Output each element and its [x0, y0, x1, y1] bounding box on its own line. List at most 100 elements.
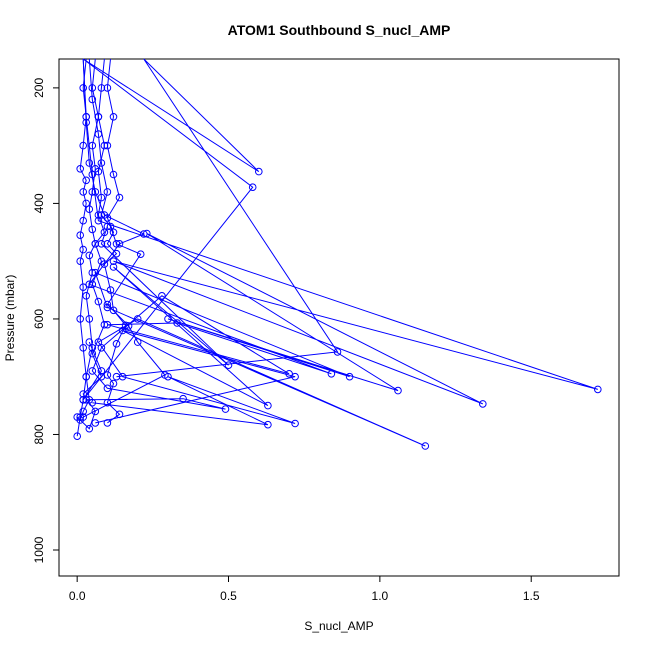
data-point-6-9	[91, 268, 100, 277]
data-point-3-11	[103, 240, 112, 248]
data-point-1-1	[79, 407, 87, 416]
data-point-1-5	[85, 315, 94, 323]
data-point-3-16	[103, 141, 112, 150]
data-point-0-5	[76, 315, 84, 323]
data-point-0-13	[82, 176, 90, 185]
data-point-5-8	[103, 320, 112, 329]
data-point-0-8	[79, 245, 87, 254]
data-point-2-7	[94, 297, 103, 306]
plot-frame	[58, 58, 620, 577]
data-point-2-0	[73, 413, 81, 421]
data-point-3-3	[109, 379, 118, 388]
data-point-6-16	[594, 385, 602, 394]
data-point-5-16	[85, 159, 94, 167]
x-axis: 0.0 0.5 1.0 1.5	[69, 575, 540, 603]
data-point-6-5	[94, 338, 103, 346]
data-point-8-7	[103, 222, 112, 231]
y-tick-label: 200	[32, 78, 46, 98]
data-point-3-10	[112, 249, 121, 258]
series-line-6	[82, 58, 598, 447]
data-point-3-9	[100, 260, 109, 268]
y-tick-label: 800	[32, 424, 46, 444]
data-point-6-0	[88, 398, 97, 407]
data-point-0-0	[73, 432, 81, 441]
data-point-7-8	[85, 338, 94, 346]
data-point-0-9	[76, 231, 84, 239]
data-point-3-4	[103, 371, 112, 379]
series-line-3	[103, 58, 127, 424]
data-point-5-2	[221, 405, 230, 413]
data-point-1-8	[85, 251, 94, 260]
y-tick-label: 400	[32, 193, 46, 213]
data-point-8-2	[118, 326, 127, 335]
data-point-4-12	[88, 95, 97, 104]
data-point-5-12	[115, 240, 124, 248]
x-tick-label: 0.5	[220, 589, 237, 603]
data-point-4-0	[79, 413, 87, 421]
y-tick-label: 1000	[32, 536, 46, 563]
data-point-2-1	[85, 424, 94, 433]
data-point-0-15	[79, 141, 87, 150]
data-point-0-11	[82, 199, 90, 208]
data-point-8-3	[264, 401, 272, 410]
data-point-1-11	[85, 205, 94, 213]
data-point-0-6	[79, 283, 87, 292]
data-point-5-5	[97, 344, 106, 352]
data-point-2-13	[97, 193, 106, 202]
data-point-3-14	[115, 193, 124, 202]
chart-title: ATOM1 Southbound S_nucl_AMP	[228, 22, 451, 38]
data-point-3-8	[106, 286, 115, 294]
data-point-4-5	[136, 250, 145, 258]
data-point-4-9	[103, 188, 112, 196]
data-point-6-12	[394, 386, 402, 395]
data-point-6-19	[82, 113, 90, 121]
data-point-8-4	[109, 263, 118, 271]
data-point-4-10	[97, 159, 106, 167]
data-point-6-15	[109, 257, 118, 266]
series-line-7	[82, 58, 339, 401]
data-point-8-5	[224, 361, 233, 370]
data-point-6-17	[94, 216, 103, 225]
data-point-0-12	[79, 188, 87, 196]
data-point-6-8	[103, 303, 112, 312]
data-point-1-4	[88, 344, 97, 352]
data-point-6-6	[133, 315, 142, 323]
data-point-5-6	[158, 292, 166, 300]
series-layer	[73, 58, 602, 450]
data-point-3-18	[103, 84, 112, 92]
data-point-7-3	[254, 167, 263, 176]
data-point-1-3	[82, 372, 90, 381]
data-point-6-2	[164, 372, 172, 381]
data-point-8-0	[91, 419, 100, 427]
x-axis-label: S_nucl_AMP	[304, 619, 373, 633]
data-point-5-14	[100, 211, 109, 219]
data-point-7-7	[97, 367, 106, 375]
series-line-8	[95, 226, 296, 424]
data-point-6-18	[88, 170, 97, 179]
data-point-6-3	[291, 419, 299, 428]
data-point-2-14	[94, 167, 103, 176]
data-point-6-1	[264, 420, 272, 429]
y-tick-label: 600	[32, 309, 46, 329]
data-point-6-13	[143, 229, 151, 238]
data-point-2-2	[91, 407, 100, 416]
x-tick-label: 1.5	[523, 589, 540, 603]
data-point-8-6	[97, 240, 106, 248]
data-point-1-6	[82, 292, 90, 300]
data-point-5-1	[179, 394, 187, 403]
data-point-1-16	[88, 84, 97, 92]
data-point-5-3	[103, 384, 112, 393]
data-point-0-17	[79, 84, 87, 92]
data-point-6-10	[345, 372, 354, 381]
data-point-6-7	[421, 442, 430, 450]
data-point-3-17	[109, 113, 118, 121]
data-point-2-17	[97, 84, 106, 92]
data-point-7-1	[333, 348, 342, 356]
data-point-0-14	[76, 165, 84, 173]
data-point-7-5	[248, 183, 257, 191]
data-point-5-11	[85, 280, 94, 289]
data-point-0-7	[76, 257, 84, 266]
x-tick-label: 0.0	[69, 589, 86, 603]
data-point-7-6	[79, 396, 87, 404]
